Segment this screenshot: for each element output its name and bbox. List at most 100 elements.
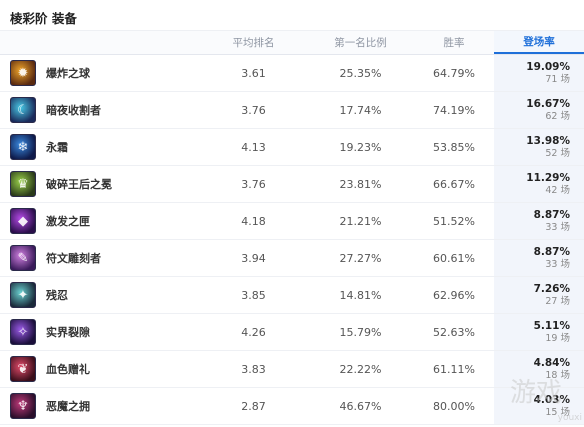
everfrost-icon: ❄ bbox=[10, 134, 36, 160]
item-cell: ♛ 破碎王后之冕 bbox=[0, 171, 200, 197]
winrate-value: 52.63% bbox=[433, 325, 475, 339]
avg-rank-value: 3.85 bbox=[241, 288, 266, 302]
winrate-value: 60.61% bbox=[433, 251, 475, 265]
top1-value: 14.81% bbox=[339, 288, 382, 302]
excitation-box-icon: ◆ bbox=[10, 208, 36, 234]
avg-rank-value: 3.61 bbox=[241, 66, 266, 80]
item-name: 爆炸之球 bbox=[46, 67, 90, 80]
pick-count-value: 33 场 bbox=[545, 258, 570, 270]
item-name: 破碎王后之冕 bbox=[46, 178, 112, 191]
item-cell: ✦ 残忍 bbox=[0, 282, 200, 308]
column-header-winrate[interactable]: 胜率 bbox=[443, 37, 465, 49]
winrate-value: 61.11% bbox=[433, 362, 475, 376]
pick-count-value: 71 场 bbox=[545, 73, 570, 85]
watermark-logo: 游戏 bbox=[509, 378, 562, 408]
pick-rate-cell: 5.11% 19 场 bbox=[494, 314, 584, 350]
winrate-value: 66.67% bbox=[433, 177, 475, 191]
crimson-gift-icon: ❦ bbox=[10, 356, 36, 382]
avg-rank-value: 4.13 bbox=[241, 140, 266, 154]
avg-rank-value: 3.76 bbox=[241, 177, 266, 191]
table-row[interactable]: ♆ 恶魔之拥 2.87 46.67% 80.00% 4.03% 15 场 bbox=[0, 388, 584, 425]
pick-rate-value: 11.29% bbox=[526, 171, 570, 184]
top1-value: 21.21% bbox=[339, 214, 382, 228]
avg-rank-value: 3.76 bbox=[241, 103, 266, 117]
pick-count-value: 27 场 bbox=[545, 295, 570, 307]
table-row[interactable]: ✦ 残忍 3.85 14.81% 62.96% 7.26% 27 场 bbox=[0, 277, 584, 314]
pick-rate-cell: 4.03% 15 场 bbox=[494, 388, 584, 424]
night-harvester-icon: ☾ bbox=[10, 97, 36, 123]
pick-rate-cell: 11.29% 42 场 bbox=[494, 166, 584, 202]
table-row[interactable]: ✹ 爆炸之球 3.61 25.35% 64.79% 19.09% 71 场 bbox=[0, 55, 584, 92]
pick-count-value: 52 场 bbox=[545, 147, 570, 159]
item-cell: ✧ 实界裂隙 bbox=[0, 319, 200, 345]
avg-rank-value: 2.87 bbox=[241, 399, 266, 413]
cruelty-icon: ✦ bbox=[10, 282, 36, 308]
pick-rate-cell: 19.09% 71 场 bbox=[494, 55, 584, 91]
winrate-value: 51.52% bbox=[433, 214, 475, 228]
pick-rate-cell: 13.98% 52 场 bbox=[494, 129, 584, 165]
item-name: 符文雕刻者 bbox=[46, 252, 101, 265]
table-row[interactable]: ☾ 暗夜收割者 3.76 17.74% 74.19% 16.67% 62 场 bbox=[0, 92, 584, 129]
top1-value: 22.22% bbox=[339, 362, 382, 376]
pick-count-value: 33 场 bbox=[545, 221, 570, 233]
pick-rate-cell: 7.26% 27 场 bbox=[494, 277, 584, 313]
pick-rate-cell: 16.67% 62 场 bbox=[494, 92, 584, 128]
pick-rate-value: 4.03% bbox=[533, 393, 570, 406]
pick-rate-cell: 8.87% 33 场 bbox=[494, 240, 584, 276]
column-header-top1[interactable]: 第一名比例 bbox=[334, 37, 387, 49]
table-row[interactable]: ❄ 永霜 4.13 19.23% 53.85% 13.98% 52 场 bbox=[0, 129, 584, 166]
pick-rate-cell: 8.87% 33 场 bbox=[494, 203, 584, 239]
winrate-value: 64.79% bbox=[433, 66, 475, 80]
pick-count-value: 18 场 bbox=[545, 369, 570, 381]
item-name: 实界裂隙 bbox=[46, 326, 90, 339]
table-row[interactable]: ❦ 血色赠礼 3.83 22.22% 61.11% 4.84% 18 场 bbox=[0, 351, 584, 388]
page-title: 棱彩阶 装备 bbox=[10, 11, 77, 26]
item-cell: ❦ 血色赠礼 bbox=[0, 356, 200, 382]
item-cell: ◆ 激发之匣 bbox=[0, 208, 200, 234]
reality-fracture-icon: ✧ bbox=[10, 319, 36, 345]
avg-rank-value: 4.26 bbox=[241, 325, 266, 339]
top1-value: 19.23% bbox=[339, 140, 382, 154]
pick-rate-value: 16.67% bbox=[526, 97, 570, 110]
winrate-value: 74.19% bbox=[433, 103, 475, 117]
shattered-queen-crown-icon: ♛ bbox=[10, 171, 36, 197]
pick-rate-value: 5.11% bbox=[533, 319, 570, 332]
watermark-sub: youxi bbox=[557, 413, 582, 423]
item-cell: ✎ 符文雕刻者 bbox=[0, 245, 200, 271]
top1-value: 27.27% bbox=[339, 251, 382, 265]
avg-rank-value: 3.94 bbox=[241, 251, 266, 265]
item-cell: ❄ 永霜 bbox=[0, 134, 200, 160]
item-name: 暗夜收割者 bbox=[46, 104, 101, 117]
pick-rate-value: 4.84% bbox=[533, 356, 570, 369]
top1-value: 23.81% bbox=[339, 177, 382, 191]
table-row[interactable]: ✎ 符文雕刻者 3.94 27.27% 60.61% 8.87% 33 场 bbox=[0, 240, 584, 277]
table-header: 平均排名 第一名比例 胜率 登场率 bbox=[0, 30, 584, 55]
rune-carver-icon: ✎ bbox=[10, 245, 36, 271]
top1-value: 25.35% bbox=[339, 66, 382, 80]
winrate-value: 80.00% bbox=[433, 399, 475, 413]
item-name: 恶魔之拥 bbox=[46, 400, 90, 413]
items-table: 平均排名 第一名比例 胜率 登场率 ✹ 爆炸之球 3.61 25.35% 64.… bbox=[0, 30, 584, 425]
explosion-orb-icon: ✹ bbox=[10, 60, 36, 86]
pick-count-value: 62 场 bbox=[545, 110, 570, 122]
item-name: 激发之匣 bbox=[46, 215, 90, 228]
winrate-value: 62.96% bbox=[433, 288, 475, 302]
column-header-avg-rank[interactable]: 平均排名 bbox=[232, 37, 275, 49]
pick-rate-value: 8.87% bbox=[533, 208, 570, 221]
item-cell: ✹ 爆炸之球 bbox=[0, 60, 200, 86]
pick-rate-value: 8.87% bbox=[533, 245, 570, 258]
demonic-embrace-icon: ♆ bbox=[10, 393, 36, 419]
avg-rank-value: 4.18 bbox=[241, 214, 266, 228]
pick-rate-cell: 4.84% 18 场 bbox=[494, 351, 584, 387]
item-name: 永霜 bbox=[46, 141, 68, 154]
pick-rate-value: 19.09% bbox=[526, 60, 570, 73]
pick-count-value: 15 场 bbox=[545, 406, 570, 418]
pick-count-value: 42 场 bbox=[545, 184, 570, 196]
top1-value: 15.79% bbox=[339, 325, 382, 339]
column-header-pick-rate[interactable]: 登场率 bbox=[494, 31, 584, 54]
table-row[interactable]: ♛ 破碎王后之冕 3.76 23.81% 66.67% 11.29% 42 场 bbox=[0, 166, 584, 203]
table-row[interactable]: ◆ 激发之匣 4.18 21.21% 51.52% 8.87% 33 场 bbox=[0, 203, 584, 240]
item-cell: ♆ 恶魔之拥 bbox=[0, 393, 200, 419]
pick-rate-value: 13.98% bbox=[526, 134, 570, 147]
table-row[interactable]: ✧ 实界裂隙 4.26 15.79% 52.63% 5.11% 19 场 bbox=[0, 314, 584, 351]
